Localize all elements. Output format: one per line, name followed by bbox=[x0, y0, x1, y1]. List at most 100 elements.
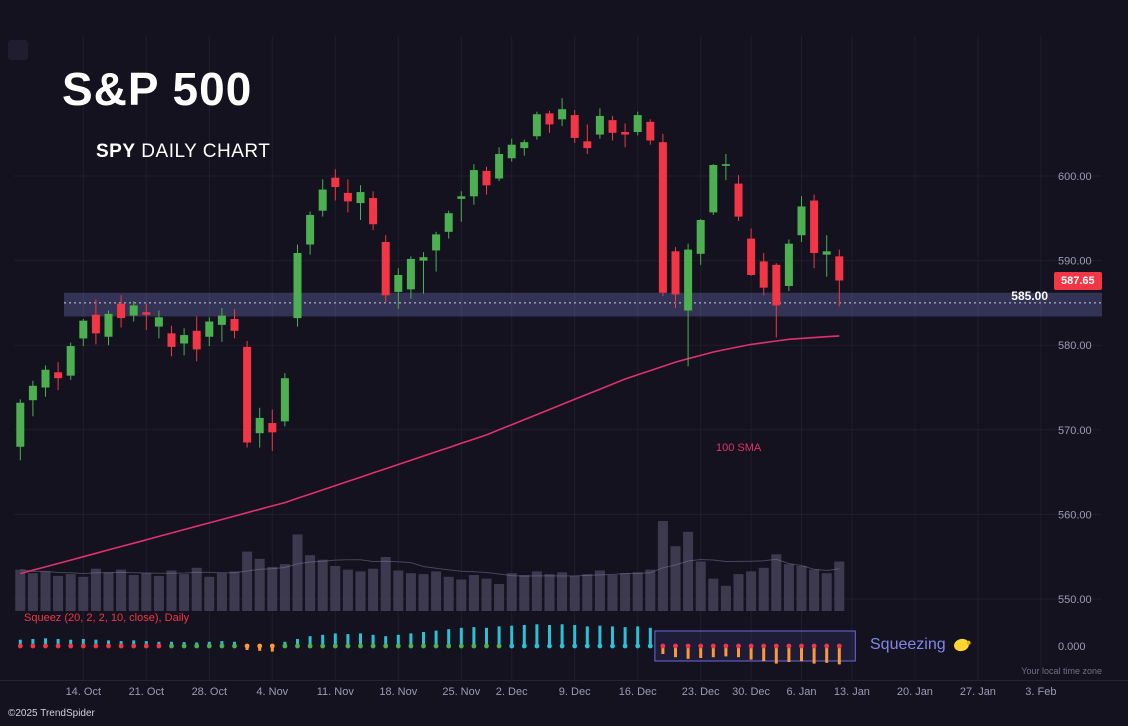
candle-body[interactable] bbox=[16, 402, 25, 447]
candle-body[interactable] bbox=[167, 333, 176, 347]
candle-body[interactable] bbox=[79, 320, 88, 339]
candle-body[interactable] bbox=[54, 372, 63, 379]
candle-body[interactable] bbox=[784, 243, 793, 286]
candle-body[interactable] bbox=[192, 330, 201, 350]
candle-body[interactable] bbox=[558, 109, 567, 120]
candle-body[interactable] bbox=[734, 183, 743, 217]
candle-body[interactable] bbox=[369, 197, 378, 225]
candle-body[interactable] bbox=[306, 214, 315, 245]
candle-body[interactable] bbox=[658, 142, 667, 293]
level-zone[interactable] bbox=[64, 292, 1102, 317]
timezone-note[interactable]: Your local time zone bbox=[1021, 666, 1102, 676]
candle-body[interactable] bbox=[822, 251, 831, 255]
squeezing-annotation[interactable]: Squeezing bbox=[870, 636, 971, 654]
candle-body[interactable] bbox=[41, 369, 50, 388]
candle-body[interactable] bbox=[532, 114, 541, 137]
candle-body[interactable] bbox=[230, 318, 239, 331]
x-axis-tick-label[interactable]: 30. Dec bbox=[732, 686, 770, 698]
candle-body[interactable] bbox=[444, 213, 453, 232]
candle-body[interactable] bbox=[759, 261, 768, 288]
candle-body[interactable] bbox=[835, 256, 844, 281]
candle-body[interactable] bbox=[608, 120, 617, 133]
candle-body[interactable] bbox=[583, 141, 592, 149]
y-axis-tick-label: 550.00 bbox=[1058, 594, 1092, 606]
candle-body[interactable] bbox=[381, 241, 390, 296]
candle-body[interactable] bbox=[318, 189, 327, 211]
candle-body[interactable] bbox=[457, 196, 466, 199]
candle-body[interactable] bbox=[646, 121, 655, 141]
candle-body[interactable] bbox=[810, 200, 819, 253]
volume-bar bbox=[758, 567, 769, 611]
candle-body[interactable] bbox=[217, 315, 226, 325]
candle-body[interactable] bbox=[66, 346, 75, 376]
candle-body[interactable] bbox=[331, 177, 340, 187]
candle-body[interactable] bbox=[684, 249, 693, 311]
candle-body[interactable] bbox=[709, 165, 718, 213]
candle-body[interactable] bbox=[545, 113, 554, 125]
candle-body[interactable] bbox=[91, 314, 100, 334]
candle-body[interactable] bbox=[696, 219, 705, 254]
x-axis-tick-label[interactable]: 25. Nov bbox=[442, 686, 480, 698]
squeeze-histogram-bar bbox=[69, 639, 73, 646]
candle-body[interactable] bbox=[117, 303, 126, 319]
candle-body[interactable] bbox=[520, 142, 529, 149]
toolbar-toggle-button[interactable] bbox=[8, 40, 28, 60]
candle-body[interactable] bbox=[129, 305, 138, 316]
candle-body[interactable] bbox=[180, 335, 189, 344]
volume-bar bbox=[254, 558, 265, 611]
candle-body[interactable] bbox=[495, 154, 504, 179]
candle-body[interactable] bbox=[205, 321, 214, 337]
squeezing-annotation-label: Squeezing bbox=[870, 636, 946, 653]
candle-body[interactable] bbox=[633, 115, 642, 133]
candle-body[interactable] bbox=[154, 317, 163, 327]
candle-body[interactable] bbox=[293, 252, 302, 319]
candle-body[interactable] bbox=[507, 144, 516, 159]
candle-body[interactable] bbox=[104, 313, 113, 337]
squeeze-dot bbox=[395, 643, 401, 649]
candle-body[interactable] bbox=[255, 417, 264, 434]
x-axis-tick-label[interactable]: 21. Oct bbox=[129, 686, 164, 698]
candle-body[interactable] bbox=[721, 164, 730, 166]
x-axis-tick-label[interactable]: 6. Jan bbox=[787, 686, 817, 698]
x-axis-tick-label[interactable]: 2. Dec bbox=[496, 686, 528, 698]
candle-body[interactable] bbox=[671, 251, 680, 295]
x-axis-tick-label[interactable]: 11. Nov bbox=[317, 686, 355, 698]
price-level-label[interactable]: 585.00 bbox=[1011, 289, 1048, 303]
candle-body[interactable] bbox=[142, 312, 151, 315]
candle-body[interactable] bbox=[469, 170, 478, 197]
x-axis-tick-label[interactable]: 18. Nov bbox=[379, 686, 417, 698]
x-axis-tick-label[interactable]: 4. Nov bbox=[256, 686, 288, 698]
sma-indicator-label[interactable]: 100 SMA bbox=[716, 442, 762, 454]
candle-body[interactable] bbox=[797, 206, 806, 236]
candle-body[interactable] bbox=[570, 115, 579, 138]
candle-body[interactable] bbox=[595, 115, 604, 135]
candle-body[interactable] bbox=[28, 385, 37, 401]
x-axis-tick-label[interactable]: 27. Jan bbox=[960, 686, 996, 698]
candle-body[interactable] bbox=[482, 170, 491, 186]
candle-body[interactable] bbox=[772, 264, 781, 306]
candle-body[interactable] bbox=[432, 234, 441, 251]
x-axis-tick-label[interactable]: 3. Feb bbox=[1025, 686, 1056, 698]
candle-body[interactable] bbox=[343, 192, 352, 202]
candle-body[interactable] bbox=[621, 132, 630, 135]
x-axis-tick-label[interactable]: 23. Dec bbox=[682, 686, 720, 698]
candle-body[interactable] bbox=[394, 274, 403, 292]
x-axis-tick-label[interactable]: 20. Jan bbox=[897, 686, 933, 698]
candle-body[interactable] bbox=[419, 257, 428, 261]
x-axis-tick-label[interactable]: 14. Oct bbox=[66, 686, 101, 698]
x-axis-tick-label[interactable]: 9. Dec bbox=[559, 686, 591, 698]
candle-body[interactable] bbox=[280, 378, 289, 422]
candle-body[interactable] bbox=[356, 192, 365, 204]
x-axis-tick-label[interactable]: 13. Jan bbox=[834, 686, 870, 698]
squeeze-histogram-bar bbox=[837, 646, 841, 665]
candle-body[interactable] bbox=[268, 423, 277, 433]
candle-body[interactable] bbox=[243, 346, 252, 443]
y-axis-tick-label: 560.00 bbox=[1058, 509, 1092, 521]
x-axis-tick-label[interactable]: 28. Oct bbox=[192, 686, 227, 698]
squeeze-indicator-settings[interactable]: Squeez (20, 2, 2, 10, close), Daily bbox=[24, 612, 190, 624]
squeeze-histogram-bar bbox=[686, 646, 690, 659]
candle-body[interactable] bbox=[747, 238, 756, 275]
candle-body[interactable] bbox=[406, 258, 415, 290]
x-axis-tick-label[interactable]: 16. Dec bbox=[619, 686, 657, 698]
